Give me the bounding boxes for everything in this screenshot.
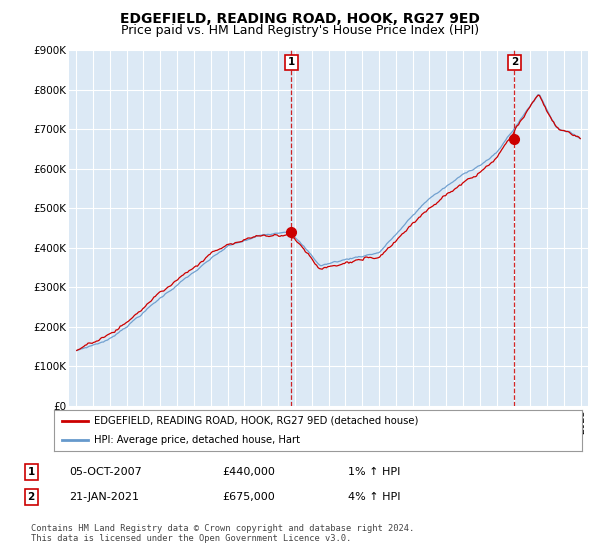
Text: 2: 2 — [511, 57, 518, 67]
Text: 1: 1 — [287, 57, 295, 67]
Text: 21-JAN-2021: 21-JAN-2021 — [69, 492, 139, 502]
Text: 1: 1 — [28, 467, 35, 477]
Text: EDGEFIELD, READING ROAD, HOOK, RG27 9ED (detached house): EDGEFIELD, READING ROAD, HOOK, RG27 9ED … — [94, 416, 418, 426]
Text: £440,000: £440,000 — [222, 467, 275, 477]
Text: £675,000: £675,000 — [222, 492, 275, 502]
Text: EDGEFIELD, READING ROAD, HOOK, RG27 9ED: EDGEFIELD, READING ROAD, HOOK, RG27 9ED — [120, 12, 480, 26]
Text: Price paid vs. HM Land Registry's House Price Index (HPI): Price paid vs. HM Land Registry's House … — [121, 24, 479, 36]
Text: 4% ↑ HPI: 4% ↑ HPI — [348, 492, 401, 502]
Text: 05-OCT-2007: 05-OCT-2007 — [69, 467, 142, 477]
Text: Contains HM Land Registry data © Crown copyright and database right 2024.
This d: Contains HM Land Registry data © Crown c… — [31, 524, 415, 543]
Text: 2: 2 — [28, 492, 35, 502]
Text: HPI: Average price, detached house, Hart: HPI: Average price, detached house, Hart — [94, 435, 299, 445]
Text: 1% ↑ HPI: 1% ↑ HPI — [348, 467, 400, 477]
